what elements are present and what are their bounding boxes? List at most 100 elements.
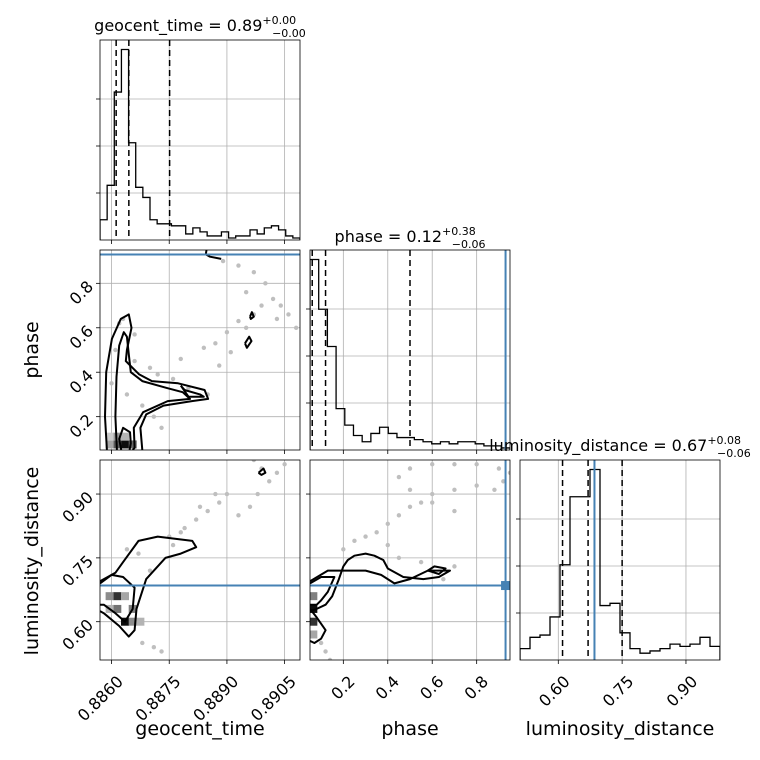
scatter-luminosity-distance-vs-geocent-time-point-16 xyxy=(251,460,257,463)
scatter-phase-vs-geocent-time-point-24 xyxy=(124,392,130,397)
hist-phase-panel xyxy=(306,249,511,454)
scatter-phase-vs-geocent-time-contour-3 xyxy=(179,384,205,398)
scatter-phase-vs-geocent-time-point-21 xyxy=(220,258,226,264)
scatter-phase-vs-geocent-time-point-19 xyxy=(251,270,257,275)
scatter-phase-vs-geocent-time-point-20 xyxy=(236,263,241,268)
scatter-luminosity-distance-vs-geocent-time-xticklabel-3: 0.8905 xyxy=(247,672,300,725)
scatter-phase-vs-geocent-time-point-16 xyxy=(286,312,291,317)
scatter-luminosity-distance-vs-phase-point-8 xyxy=(396,513,402,518)
scatter-phase-vs-geocent-time-panel: 0.2 0.4 0.6 0.8 xyxy=(66,249,301,454)
scatter-luminosity-distance-vs-phase-frame xyxy=(309,459,511,661)
scatter-luminosity-distance-vs-phase-contour-2 xyxy=(310,608,327,644)
scatter-luminosity-distance-vs-geocent-time-content xyxy=(100,460,300,654)
hist-phase-frame xyxy=(309,249,511,451)
scatter-phase-vs-geocent-time-point-10 xyxy=(236,318,241,324)
scatter-luminosity-distance-vs-phase-point-23 xyxy=(407,487,413,492)
scatter-phase-vs-geocent-time-point-11 xyxy=(243,325,249,330)
scatter-luminosity-distance-vs-geocent-time-point-20 xyxy=(170,542,176,548)
scatter-luminosity-distance-vs-phase-point-15 xyxy=(501,479,506,484)
scatter-luminosity-distance-vs-phase-point-17 xyxy=(496,466,502,471)
title-luminosity-distance-minus: −0.06 xyxy=(717,447,751,460)
title-phase-minus: −0.06 xyxy=(452,238,486,251)
scatter-phase-vs-geocent-time-point-17 xyxy=(293,325,299,330)
scatter-phase-vs-geocent-time-point-30 xyxy=(201,345,207,350)
title-geocent-time-minus: −0.00 xyxy=(272,27,306,40)
scatter-luminosity-distance-vs-phase-density-1 xyxy=(310,617,318,626)
scatter-luminosity-distance-vs-geocent-time-frame xyxy=(99,459,301,661)
scatter-luminosity-distance-vs-geocent-time-contour-2 xyxy=(257,467,267,476)
scatter-luminosity-distance-vs-geocent-time-point-4 xyxy=(178,530,183,535)
scatter-phase-vs-geocent-time-yticklabel-2: 0.6 xyxy=(66,321,97,352)
scatter-luminosity-distance-vs-phase-point-29 xyxy=(452,564,457,569)
scatter-luminosity-distance-vs-phase-point-21 xyxy=(407,466,413,471)
hist-luminosity-distance-panel: 0.60 0.75 0.90 xyxy=(516,459,721,711)
scatter-luminosity-distance-vs-geocent-time-contour-1 xyxy=(100,573,136,623)
title-luminosity-distance-text: luminosity_distance = 0.67 xyxy=(489,436,707,456)
scatter-phase-vs-geocent-time-contour-0 xyxy=(104,313,210,450)
scatter-luminosity-distance-vs-phase-point-14 xyxy=(492,487,497,492)
scatter-luminosity-distance-vs-geocent-time-density-7 xyxy=(128,617,137,626)
scatter-phase-vs-geocent-time-point-13 xyxy=(259,303,264,308)
title-phase-text: phase = 0.12 xyxy=(335,227,442,246)
ylabel-phase: phase xyxy=(21,321,43,378)
title-geocent-time-text: geocent_time = 0.89 xyxy=(94,16,262,36)
scatter-phase-vs-geocent-time-point-29 xyxy=(113,347,118,353)
scatter-luminosity-distance-vs-geocent-time-xticklabel-2: 0.8890 xyxy=(189,672,242,725)
scatter-luminosity-distance-vs-geocent-time-point-1 xyxy=(159,649,164,654)
scatter-luminosity-distance-vs-phase-density-2 xyxy=(310,592,318,601)
scatter-phase-vs-geocent-time-point-18 xyxy=(263,281,268,286)
scatter-luminosity-distance-vs-phase-contour-0 xyxy=(310,552,451,613)
scatter-phase-vs-geocent-time-point-27 xyxy=(159,425,164,430)
hist-luminosity-distance-frame xyxy=(519,459,721,661)
scatter-luminosity-distance-vs-geocent-time-density-2 xyxy=(113,604,122,613)
scatter-luminosity-distance-vs-phase-xticklabel-2: 0.6 xyxy=(416,672,447,703)
scatter-luminosity-distance-vs-phase-point-10 xyxy=(418,500,424,505)
scatter-luminosity-distance-vs-geocent-time-density-8 xyxy=(136,617,145,626)
scatter-phase-vs-geocent-time-frame xyxy=(99,249,301,451)
scatter-phase-vs-geocent-time-density-5 xyxy=(121,432,129,441)
scatter-luminosity-distance-vs-phase-point-0 xyxy=(318,640,324,646)
title-luminosity-distance-plus: +0.08 xyxy=(707,434,741,447)
scatter-luminosity-distance-vs-geocent-time-point-14 xyxy=(282,462,287,467)
scatter-luminosity-distance-vs-phase-point-5 xyxy=(363,534,368,539)
scatter-luminosity-distance-vs-phase-point-13 xyxy=(474,483,479,488)
hist-phase-content xyxy=(310,250,510,450)
scatter-phase-vs-geocent-time-point-3 xyxy=(147,365,153,370)
scatter-phase-vs-geocent-time-point-14 xyxy=(270,296,276,302)
scatter-luminosity-distance-vs-geocent-time-point-17 xyxy=(213,491,218,497)
scatter-phase-vs-geocent-time-density-4 xyxy=(113,432,122,441)
title-phase: phase = 0.12+0.38 −0.06 xyxy=(335,225,486,251)
scatter-luminosity-distance-vs-geocent-time-point-21 xyxy=(136,551,141,556)
scatter-luminosity-distance-vs-geocent-time-xticklabel-1: 0.8875 xyxy=(132,672,185,725)
title-luminosity-distance: luminosity_distance = 0.67+0.08 −0.06 xyxy=(489,434,751,460)
scatter-luminosity-distance-vs-phase-point-3 xyxy=(341,547,346,552)
scatter-phase-vs-geocent-time-point-4 xyxy=(155,372,160,377)
scatter-luminosity-distance-vs-phase-xticklabel-1: 0.4 xyxy=(372,672,403,703)
scatter-luminosity-distance-vs-phase-point-1 xyxy=(323,649,328,654)
scatter-luminosity-distance-vs-phase-density-3 xyxy=(310,630,318,639)
hist-geocent-time-step xyxy=(100,48,300,240)
scatter-phase-vs-geocent-time-point-23 xyxy=(109,381,114,386)
hist-geocent-time-frame xyxy=(99,39,301,241)
scatter-phase-vs-geocent-time-yticklabel-1: 0.4 xyxy=(66,366,97,397)
scatter-phase-vs-geocent-time-contour-6 xyxy=(204,250,222,260)
scatter-luminosity-distance-vs-phase-contour-3 xyxy=(427,565,447,575)
scatter-luminosity-distance-vs-phase-point-11 xyxy=(430,491,435,497)
scatter-luminosity-distance-vs-geocent-time-point-5 xyxy=(193,517,199,522)
scatter-luminosity-distance-vs-phase-point-22 xyxy=(396,474,402,480)
scatter-luminosity-distance-vs-geocent-time-density-3 xyxy=(105,592,114,601)
scatter-phase-vs-geocent-time-point-32 xyxy=(178,356,183,362)
scatter-phase-vs-geocent-time-point-25 xyxy=(140,403,145,408)
scatter-luminosity-distance-vs-geocent-time-point-6 xyxy=(205,508,210,514)
hist-luminosity-distance-content xyxy=(520,460,720,660)
hist-luminosity-distance-xticklabel-1: 0.75 xyxy=(599,672,638,711)
scatter-luminosity-distance-vs-phase-point-24 xyxy=(430,500,435,505)
scatter-luminosity-distance-vs-phase-point-6 xyxy=(374,530,379,535)
scatter-luminosity-distance-vs-phase-point-26 xyxy=(385,542,390,548)
scatter-phase-vs-geocent-time-point-31 xyxy=(213,341,218,346)
scatter-luminosity-distance-vs-geocent-time-point-22 xyxy=(124,547,130,552)
scatter-luminosity-distance-vs-geocent-time-point-23 xyxy=(147,568,153,573)
scatter-phase-vs-geocent-time-contour-2 xyxy=(118,426,132,450)
scatter-luminosity-distance-vs-phase-point-30 xyxy=(441,576,446,582)
